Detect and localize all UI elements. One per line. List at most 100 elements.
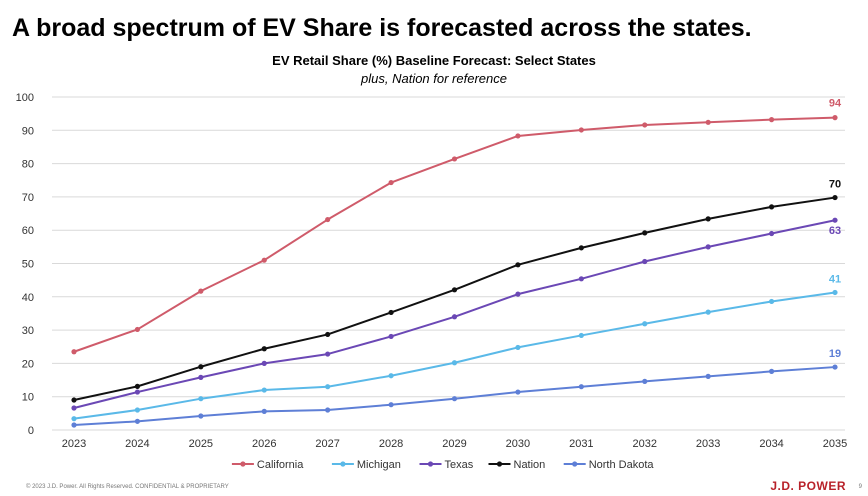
data-point-north-dakota [642, 378, 648, 384]
x-tick-label: 2032 [633, 438, 657, 450]
data-point-texas [388, 333, 394, 340]
data-point-california [388, 179, 394, 186]
data-point-california [451, 156, 458, 162]
data-point-texas [515, 291, 521, 297]
end-value-label-north-dakota: 19 [829, 348, 841, 360]
data-point-michigan [71, 416, 77, 422]
x-tick-label: 2030 [506, 438, 530, 450]
legend-marker [427, 461, 434, 467]
data-point-north-dakota [515, 389, 521, 395]
series-line-texas [73, 219, 836, 409]
data-point-north-dakota [134, 418, 141, 424]
data-point-texas [134, 389, 141, 395]
chart-subtitle: plus, Nation for reference [361, 71, 507, 86]
data-point-michigan [198, 396, 204, 402]
legend-label: Texas [445, 459, 474, 471]
data-point-north-dakota [71, 422, 77, 428]
x-tick-label: 2035 [823, 438, 847, 450]
x-tick-label: 2025 [189, 438, 213, 450]
data-point-california [832, 115, 838, 121]
data-point-michigan [261, 387, 267, 393]
data-point-texas [325, 351, 331, 357]
data-point-michigan [134, 407, 141, 413]
legend-label: Nation [514, 459, 546, 471]
data-point-texas [578, 276, 584, 282]
legend-item-michigan: Michigan [331, 459, 401, 471]
series-line-north-dakota [73, 366, 836, 427]
data-point-texas [705, 244, 711, 250]
data-point-nation [71, 397, 77, 403]
data-point-nation [198, 364, 204, 370]
data-point-north-dakota [705, 373, 711, 379]
data-point-nation [768, 204, 775, 210]
y-tick-label: 60 [22, 225, 34, 237]
data-point-michigan [642, 321, 648, 327]
data-point-texas [768, 230, 775, 237]
data-point-nation [451, 287, 458, 293]
x-tick-label: 2023 [62, 438, 86, 450]
data-point-california [642, 122, 648, 128]
x-tick-label: 2033 [696, 438, 720, 450]
end-value-label-nation: 70 [829, 179, 841, 191]
data-point-nation [642, 230, 648, 236]
y-tick-label: 40 [22, 292, 34, 304]
legend-item-nation: Nation [488, 459, 546, 471]
brand-logo: J.D. POWER [770, 479, 846, 493]
legend-label: Michigan [357, 459, 401, 471]
gridlines [52, 96, 845, 431]
data-point-michigan [515, 344, 521, 351]
y-tick-label: 90 [22, 125, 34, 137]
data-point-michigan [388, 373, 394, 379]
data-point-north-dakota [261, 408, 267, 414]
chart-title: EV Retail Share (%) Baseline Forecast: S… [272, 53, 596, 68]
copyright-note: © 2023 J.D. Power. All Rights Reserved. … [26, 484, 229, 490]
data-point-california [705, 119, 711, 125]
data-point-california [515, 133, 521, 139]
x-tick-label: 2029 [442, 438, 466, 450]
y-tick-label: 50 [22, 259, 34, 271]
data-point-michigan [451, 360, 458, 366]
y-tick-label: 80 [22, 159, 34, 171]
data-point-california [325, 216, 331, 223]
series-lines: 94 41 63 70 19 [71, 98, 842, 428]
data-point-north-dakota [768, 368, 775, 374]
data-point-nation [325, 331, 331, 338]
legend-item-california: California [231, 459, 304, 471]
x-tick-label: 2034 [759, 438, 783, 450]
data-point-north-dakota [578, 384, 584, 390]
legend-label: California [257, 459, 304, 471]
x-tick-label: 2031 [569, 438, 593, 450]
data-point-michigan [832, 289, 838, 296]
data-point-michigan [768, 298, 775, 305]
end-value-label-california: 94 [829, 98, 842, 110]
data-point-california [198, 288, 204, 294]
page-number: 9 [858, 484, 862, 490]
y-tick-label: 20 [22, 358, 34, 370]
legend-label: North Dakota [589, 459, 655, 471]
data-point-texas [642, 258, 648, 265]
y-tick-label: 10 [22, 392, 34, 404]
data-point-north-dakota [451, 396, 458, 402]
data-point-north-dakota [325, 407, 331, 413]
data-point-michigan [705, 309, 711, 315]
data-point-california [578, 127, 584, 133]
data-point-texas [451, 314, 458, 320]
legend: California Michigan Texas Nation North Dakot… [231, 459, 655, 471]
legend-marker [340, 461, 346, 467]
end-value-label-texas: 63 [829, 225, 841, 237]
data-point-california [71, 349, 77, 355]
y-tick-label: 30 [22, 325, 34, 337]
x-tick-label: 2027 [315, 438, 339, 450]
headline: A broad spectrum of EV Share is forecast… [12, 14, 752, 42]
end-value-label-michigan: 41 [829, 273, 841, 285]
x-tick-label: 2026 [252, 438, 276, 450]
data-point-michigan [578, 332, 584, 339]
data-point-nation [578, 245, 584, 251]
data-point-texas [71, 405, 77, 411]
y-tick-label: 100 [16, 92, 34, 104]
data-point-nation [261, 346, 267, 352]
data-point-north-dakota [198, 413, 204, 419]
data-point-texas [198, 374, 204, 380]
legend-marker [572, 461, 578, 467]
